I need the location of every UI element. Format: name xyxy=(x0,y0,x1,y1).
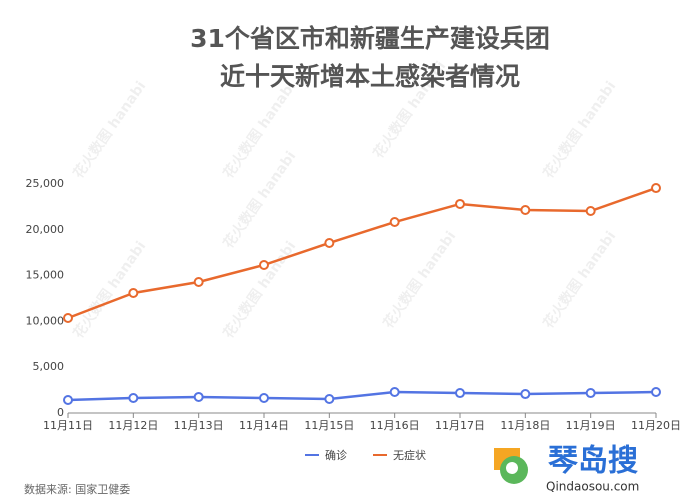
legend-label: 确诊 xyxy=(325,448,347,462)
chart-subtitle: 近十天新增本土感染者情况 xyxy=(220,62,520,91)
watermark: 花火数图 hanabi xyxy=(70,238,150,342)
watermark: 花火数图 hanabi xyxy=(70,78,150,182)
x-tick-label: 11月18日 xyxy=(500,419,550,432)
data-point xyxy=(259,259,269,270)
series-line xyxy=(67,186,657,320)
x-tick-label: 11月12日 xyxy=(108,419,158,432)
y-tick-label: 15,000 xyxy=(26,269,65,282)
source: 数据来源: 国家卫健委 xyxy=(24,482,130,496)
y-tick-label: 10,000 xyxy=(26,314,65,327)
data-point xyxy=(389,387,400,398)
data-point xyxy=(520,389,531,400)
watermark: 花火数图 hanabi xyxy=(540,78,620,182)
x-tick-label: 11月11日 xyxy=(43,419,93,432)
logo: 琴岛搜 Qindaosou.com xyxy=(488,442,639,494)
watermark: 花火数图 hanabi xyxy=(220,238,300,342)
x-tick-label: 11月16日 xyxy=(370,419,420,432)
data-point xyxy=(324,393,335,404)
data-point xyxy=(585,206,596,217)
x-tick-label: 11月13日 xyxy=(174,419,224,432)
series-line xyxy=(67,390,657,402)
data-point xyxy=(585,388,596,399)
watermarks: 花火数图 hanabi 花火数图 hanabi 花火数图 hanabi 花火数图 ha… xyxy=(70,58,620,342)
y-tick-label: 0 xyxy=(57,406,64,419)
y-tick-label: 20,000 xyxy=(26,223,65,236)
x-tick-label: 11月17日 xyxy=(435,419,485,432)
data-point xyxy=(193,391,204,402)
data-point xyxy=(455,388,465,399)
data-point xyxy=(259,392,269,403)
x-tick-label: 11月19日 xyxy=(566,419,616,432)
logo-name: 琴岛搜 xyxy=(548,444,638,479)
y-tick-label: 25,000 xyxy=(26,177,65,190)
data-point xyxy=(389,217,400,228)
legend-label: 无症状 xyxy=(393,448,426,462)
data-point xyxy=(193,277,204,288)
data-point xyxy=(63,313,73,324)
y-tick-label: 5,000 xyxy=(33,360,65,373)
data-point xyxy=(128,392,139,403)
logo-url: Qindaosou.com xyxy=(546,480,639,494)
data-point xyxy=(63,394,73,405)
chart-title: 31个省区市和新疆生产建设兵团 xyxy=(190,24,550,53)
x-tick-label: 11月20日 xyxy=(631,419,681,432)
data-point xyxy=(455,198,465,209)
x-tick-label: 11月15日 xyxy=(304,419,354,432)
data-point xyxy=(651,183,661,194)
data-point xyxy=(128,288,139,299)
data-point xyxy=(651,387,661,398)
data-point xyxy=(324,237,335,248)
data-point xyxy=(520,205,531,216)
logo-icon-part xyxy=(506,462,518,474)
x-tick-label: 11月14日 xyxy=(239,419,289,432)
watermark: 花火数图 hanabi xyxy=(540,228,620,332)
watermark: 花火数图 hanabi xyxy=(380,228,460,332)
